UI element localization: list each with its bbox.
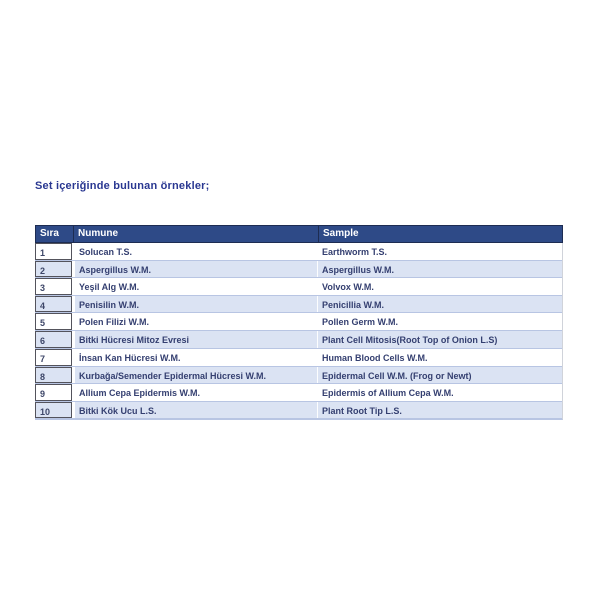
column-header-numune: Numune <box>74 226 319 242</box>
cell-numune: Allium Cepa Epidermis W.M. <box>79 387 201 398</box>
table-row: 6 Bitki Hücresi Mitoz Evresi Plant Cell … <box>35 330 562 349</box>
cell-sample: Earthworm T.S. <box>317 243 562 261</box>
table-row: 9 Allium Cepa Epidermis W.M. Epidermis o… <box>35 383 562 402</box>
table-row: 7 İnsan Kan Hücresi W.M. Human Blood Cel… <box>35 348 562 367</box>
column-gap <box>72 331 75 348</box>
cell-numune: Kurbağa/Semender Epidermal Hücresi W.M. <box>79 370 267 381</box>
cell-sample: Epidermis of Allium Cepa W.M. <box>317 383 562 401</box>
cell-numune: Yeşil Alg W.M. <box>79 282 140 293</box>
column-gap <box>72 313 75 331</box>
table-body: 1 Solucan T.S. Earthworm T.S. 2 Aspergil… <box>35 243 563 420</box>
cell-sample: Epidermal Cell W.M. (Frog or Newt) <box>317 366 562 383</box>
column-gap <box>72 243 75 261</box>
cell-sira-number: 9 <box>35 383 72 401</box>
table-row: 5 Polen Filizi W.M. Pollen Germ W.M. <box>35 313 562 332</box>
cell-sample: Plant Cell Mitosis(Root Top of Onion L.S… <box>317 331 562 348</box>
samples-table: Sıra Numune Sample 1 Solucan T.S. Earthw… <box>35 225 563 420</box>
cell-sample: Human Blood Cells W.M. <box>317 348 562 366</box>
cell-sira-number: 2 <box>35 261 72 278</box>
table-header-row: Sıra Numune Sample <box>35 225 563 243</box>
column-gap <box>72 296 75 313</box>
cell-sample: Pollen Germ W.M. <box>317 313 562 331</box>
cell-sira-number: 3 <box>35 278 72 296</box>
cell-sira-number: 1 <box>35 243 72 261</box>
column-gap <box>72 261 75 278</box>
table-row: 8 Kurbağa/Semender Epidermal Hücresi W.M… <box>35 365 562 384</box>
cell-numune: Penisilin W.M. <box>79 300 140 311</box>
page-title: Set içeriğinde bulunan örnekler; <box>35 180 210 192</box>
cell-sira-number: 7 <box>35 348 72 366</box>
cell-numune: Bitki Kök Ucu L.S. <box>79 405 157 416</box>
column-gap <box>72 401 75 418</box>
table-row: 10 Bitki Kök Ucu L.S. Plant Root Tip L.S… <box>35 400 562 419</box>
cell-sira-number: 5 <box>35 313 72 331</box>
cell-sample: Penicillia W.M. <box>317 296 562 313</box>
cell-numune: Polen Filizi W.M. <box>79 317 150 328</box>
cell-sira-number: 8 <box>35 366 72 383</box>
cell-numune: Aspergillus W.M. <box>79 265 152 276</box>
column-header-sira: Sıra <box>36 226 74 242</box>
cell-sira-number: 10 <box>35 401 72 418</box>
cell-sample: Volvox W.M. <box>317 278 562 296</box>
column-gap <box>72 383 75 401</box>
table-row: 2 Aspergillus W.M. Aspergillus W.M. <box>35 260 562 279</box>
cell-sira-number: 4 <box>35 296 72 313</box>
cell-sira-number: 6 <box>35 331 72 348</box>
column-header-sample: Sample <box>323 228 359 239</box>
table-row: 1 Solucan T.S. Earthworm T.S. <box>35 243 562 262</box>
cell-sample: Plant Root Tip L.S. <box>317 401 562 418</box>
column-gap <box>72 366 75 383</box>
table-row: 4 Penisilin W.M. Penicillia W.M. <box>35 295 562 314</box>
column-gap <box>72 348 75 366</box>
column-gap <box>72 278 75 296</box>
table-row: 3 Yeşil Alg W.M. Volvox W.M. <box>35 278 562 297</box>
cell-sample: Aspergillus W.M. <box>317 261 562 278</box>
cell-numune: Solucan T.S. <box>79 247 133 257</box>
cell-numune: Bitki Hücresi Mitoz Evresi <box>79 335 190 346</box>
cell-numune: İnsan Kan Hücresi W.M. <box>79 352 181 363</box>
